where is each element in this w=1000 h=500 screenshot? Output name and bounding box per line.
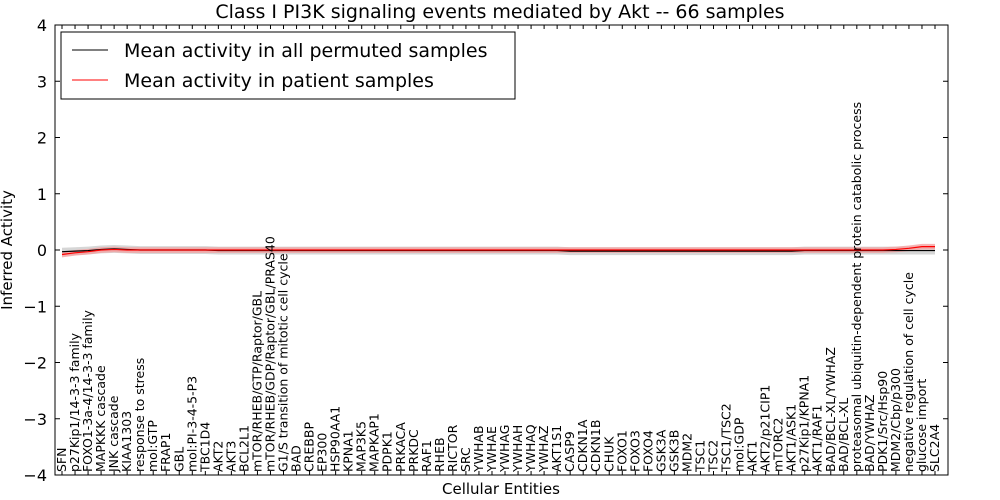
line-patient <box>61 246 935 256</box>
legend-box <box>60 31 516 100</box>
x-tick-label: MAP3K5 <box>354 421 369 472</box>
x-tick-label: YWHAH <box>510 425 525 473</box>
y-tick-label: 0 <box>37 241 47 260</box>
series-lines <box>61 246 935 256</box>
x-tick-label: RHEB <box>432 437 447 472</box>
x-tick-label: YWHAE <box>484 426 499 473</box>
x-tick-label: CDKN1A <box>575 419 590 472</box>
x-tick-label: CREBBP <box>302 422 317 472</box>
x-tick-label: AKT1S1 <box>549 425 564 472</box>
x-tick-label: MAPKKK cascade <box>93 365 108 472</box>
legend: Mean activity in all permuted samples Me… <box>60 31 516 100</box>
x-tick-label: FOXO1 <box>614 430 629 472</box>
x-tick-label: glucose import <box>914 379 929 472</box>
x-tick-label: mTOR/RHEB/GTP/Raptor/GBL <box>249 291 264 472</box>
x-tick-label: PDK1/Src/Hsp90 <box>875 371 890 472</box>
x-tick-label: TSC1/TSC2 <box>719 403 734 473</box>
x-tick-label: YWHAZ <box>536 425 551 473</box>
x-tick-label: mol:PI-3-4-5-P3 <box>184 376 199 472</box>
x-tick-label: CASP9 <box>562 431 577 472</box>
x-tick-label: FRAP1 <box>158 433 173 472</box>
x-tick-label: BAD/YWHAZ <box>862 395 877 472</box>
x-tick-label: BCL2L1 <box>236 425 251 472</box>
legend-label-patient: Mean activity in patient samples <box>124 70 434 92</box>
x-tick-label: FOXO4 <box>640 430 655 472</box>
x-tick-label: TBC1D4 <box>197 422 212 473</box>
y-tick-label: −1 <box>23 297 47 316</box>
x-tick-label: proteasomal ubiquitin-dependent protein … <box>849 102 864 472</box>
x-tick-label: BAD/BCL-XL/YWHAZ <box>823 347 838 472</box>
y-tick-label: 2 <box>37 129 47 148</box>
x-tick-label: p27Kip1/KPNA1 <box>797 375 812 472</box>
x-tick-label: SFN <box>54 448 69 472</box>
x-tick-label: FOXO3 <box>627 430 642 472</box>
x-tick-label: YWHAQ <box>523 424 538 473</box>
y-tick-label: −2 <box>23 354 47 373</box>
x-tick-label: YWHAG <box>497 425 512 473</box>
chart-title: Class I PI3K signaling events mediated b… <box>215 1 784 23</box>
x-tick-label: AKT1 <box>745 441 760 472</box>
x-tick-label: PRKACA <box>393 422 408 472</box>
x-tick-label: KPNA1 <box>341 430 356 472</box>
x-tick-label: CDKN1B <box>588 420 603 472</box>
x-tick-label: RICTOR <box>445 424 460 472</box>
x-tick-label: response to stress <box>132 358 147 472</box>
x-tick-label: TSC2 <box>705 440 720 473</box>
x-tick-label: YWHAB <box>471 425 486 473</box>
x-tick-label: SRC <box>458 447 473 472</box>
x-tick-label: negative regulation of cell cycle <box>901 272 916 472</box>
x-tick-label: EP300 <box>315 433 330 472</box>
x-tick-label: SLC2A4 <box>927 424 942 472</box>
y-axis: 4 3 2 1 0 −1 −2 −3 −4 <box>23 16 948 485</box>
x-tick-label: mTOR/RHEB/GDP/Raptor/GBL/PRAS40 <box>262 236 277 472</box>
x-tick-label: RAF1 <box>419 440 434 472</box>
x-axis-label: Cellular Entities <box>442 480 560 498</box>
x-tick-label: PRKDC <box>406 429 421 472</box>
x-tick-label: FOXO1-3a-4/14-3-3 family <box>80 309 95 472</box>
x-tick-label: MDM2 <box>679 433 694 472</box>
y-tick-label: 4 <box>37 16 47 35</box>
x-tick-label: BAD <box>289 445 304 472</box>
legend-label-permuted: Mean activity in all permuted samples <box>124 40 487 62</box>
x-tick-label: HSP90AA1 <box>328 406 343 472</box>
x-tick-label: JNK cascade <box>106 395 121 473</box>
x-tick-label: GSK3A <box>653 429 668 472</box>
x-tick-label: AKT1/RAF1 <box>810 405 825 472</box>
x-tick-label: G1/S transition of mitotic cell cycle <box>276 253 291 472</box>
x-tick-label: mTORC2 <box>771 418 786 472</box>
y-tick-label: −3 <box>23 410 47 429</box>
y-tick-label: 1 <box>37 185 47 204</box>
x-tick-label: p27Kip1/14-3-3 family <box>67 332 82 472</box>
x-tick-label: GSK3B <box>666 430 681 472</box>
x-tick-label: MDM2/Cbp/p300 <box>888 368 903 472</box>
x-tick-label: KIAA1303 <box>119 411 134 472</box>
x-tick-label: GBL <box>171 447 186 472</box>
x-tick-label: mol:GDP <box>732 417 747 472</box>
x-tick-label: AKT2 <box>210 441 225 472</box>
x-tick-label: PDPK1 <box>380 431 395 472</box>
x-tick-label: CHUK <box>601 436 616 472</box>
x-tick-label: AKT3 <box>223 441 238 472</box>
x-tick-label: AKT1/ASK1 <box>784 404 799 472</box>
y-axis-label: Inferred Activity <box>0 190 16 310</box>
x-tick-label: TSC1 <box>692 440 707 473</box>
x-tick-label: mol:GTP <box>145 420 160 472</box>
y-tick-label: −4 <box>23 466 47 485</box>
y-tick-label: 3 <box>37 72 47 91</box>
x-tick-label: BAD/BCL-XL <box>836 398 851 472</box>
x-tick-label: AKT2/p21CIP1 <box>758 385 773 472</box>
x-tick-label: MAPKAP1 <box>367 413 382 472</box>
